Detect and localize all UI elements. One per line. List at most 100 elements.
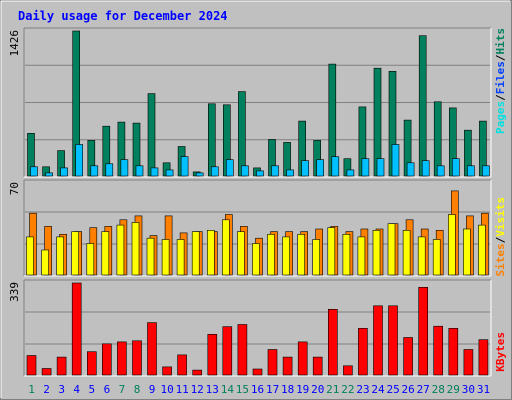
files-bar — [150, 167, 159, 177]
visits-bar — [26, 236, 34, 276]
y-max-label: 1426 — [8, 30, 21, 57]
y-max-label: 339 — [8, 282, 21, 302]
kbytes-bar — [282, 356, 293, 376]
x-tick-label: 13 — [206, 383, 219, 396]
x-tick-label: 24 — [371, 383, 385, 396]
files-bar — [406, 162, 415, 177]
legend-entry: Visits — [494, 197, 507, 237]
x-tick-label: 25 — [386, 383, 399, 396]
hits-bar — [208, 103, 216, 177]
files-bar — [421, 160, 430, 177]
visits-bar — [387, 223, 396, 276]
kbytes-bar — [87, 351, 97, 376]
files-bar — [60, 167, 68, 177]
x-tick-label: 20 — [311, 383, 324, 396]
x-tick-label: 22 — [341, 383, 354, 396]
kbytes-bar — [343, 365, 353, 376]
panel-background — [24, 280, 491, 376]
kbytes-bar — [448, 327, 459, 376]
files-bar — [376, 158, 385, 177]
files-bar — [361, 158, 370, 177]
files-bar — [256, 170, 264, 177]
visits-bar — [161, 239, 170, 276]
visits-bar — [237, 231, 245, 276]
hits-bar — [147, 93, 156, 177]
legend-entry: KBytes — [494, 332, 507, 372]
kbytes-bar — [147, 322, 157, 376]
visits-bar — [372, 230, 381, 276]
visits-bar — [146, 237, 155, 276]
kbytes-bar — [358, 327, 368, 376]
kbytes-bar — [252, 368, 263, 376]
files-bar — [391, 144, 400, 177]
files-bar — [120, 159, 129, 177]
x-tick-label: 9 — [149, 383, 156, 396]
visits-bar — [131, 222, 140, 276]
kbytes-bar — [312, 356, 323, 376]
kbytes-bar — [71, 282, 82, 376]
visits-bar — [432, 239, 441, 276]
x-tick-label: 31 — [477, 383, 490, 396]
legend-entry: Sites — [494, 243, 507, 276]
kbytes-bar — [222, 326, 233, 376]
legend-entry: / — [494, 236, 507, 243]
visits-bar — [297, 234, 306, 276]
files-bar — [436, 165, 445, 177]
visits-bar — [71, 231, 79, 276]
files-bar — [301, 160, 310, 177]
files-bar — [286, 169, 294, 177]
kbytes-panel: 339 — [8, 279, 492, 377]
hits-bar — [418, 35, 427, 177]
x-tick-label: 2 — [43, 383, 50, 396]
files-bar — [195, 172, 204, 177]
x-tick-label: 12 — [191, 383, 204, 396]
kbytes-bar — [162, 366, 172, 376]
x-tick-label: 28 — [432, 383, 445, 396]
x-tick-label: 4 — [73, 383, 80, 396]
kbytes-bar — [117, 341, 127, 376]
files-bar — [105, 163, 114, 177]
visits-bar — [478, 224, 486, 276]
visits-bar — [101, 231, 110, 276]
x-tick-label: 30 — [462, 383, 475, 396]
x-tick-label: 17 — [266, 383, 279, 396]
x-tick-label: 7 — [119, 383, 126, 396]
x-tick-label: 3 — [58, 383, 65, 396]
kbytes-bar — [237, 324, 248, 376]
kbytes-bar — [418, 286, 429, 376]
kbytes-bar — [192, 369, 202, 376]
files-bar — [331, 156, 340, 177]
chart-panels: 1426 70 339 — [8, 27, 492, 377]
files-bar — [75, 144, 83, 177]
visits-bar — [342, 234, 351, 276]
y-max-label: 70 — [8, 182, 21, 195]
chart-title: Daily usage for December 2024 — [18, 9, 228, 23]
kbytes-bar — [41, 368, 52, 376]
visits-bar — [267, 234, 275, 276]
legend-entry: / — [494, 54, 507, 61]
visits-bar — [191, 231, 200, 276]
visits-bar — [222, 219, 230, 276]
kbytes-bar — [177, 354, 187, 376]
files-bar — [346, 169, 355, 177]
kbytes-bar — [478, 339, 489, 376]
files-bar — [30, 166, 38, 177]
files-bar — [211, 166, 219, 177]
x-tick-label: 19 — [296, 383, 309, 396]
legend-entry: Pages — [494, 101, 507, 134]
visits-bar — [417, 236, 426, 276]
legend-entry: Files — [494, 61, 507, 94]
visits-bar — [56, 236, 64, 276]
x-tick-label: 11 — [176, 383, 189, 396]
x-tick-label: 21 — [326, 383, 339, 396]
visits-bar — [463, 228, 471, 276]
visits-bar — [312, 239, 321, 276]
x-tick-label: 15 — [236, 383, 249, 396]
kbytes-bar — [26, 355, 37, 376]
hits-bar — [238, 91, 246, 177]
files-bar — [45, 172, 53, 177]
kbytes-bar — [463, 349, 474, 376]
visits-bar — [86, 243, 95, 276]
